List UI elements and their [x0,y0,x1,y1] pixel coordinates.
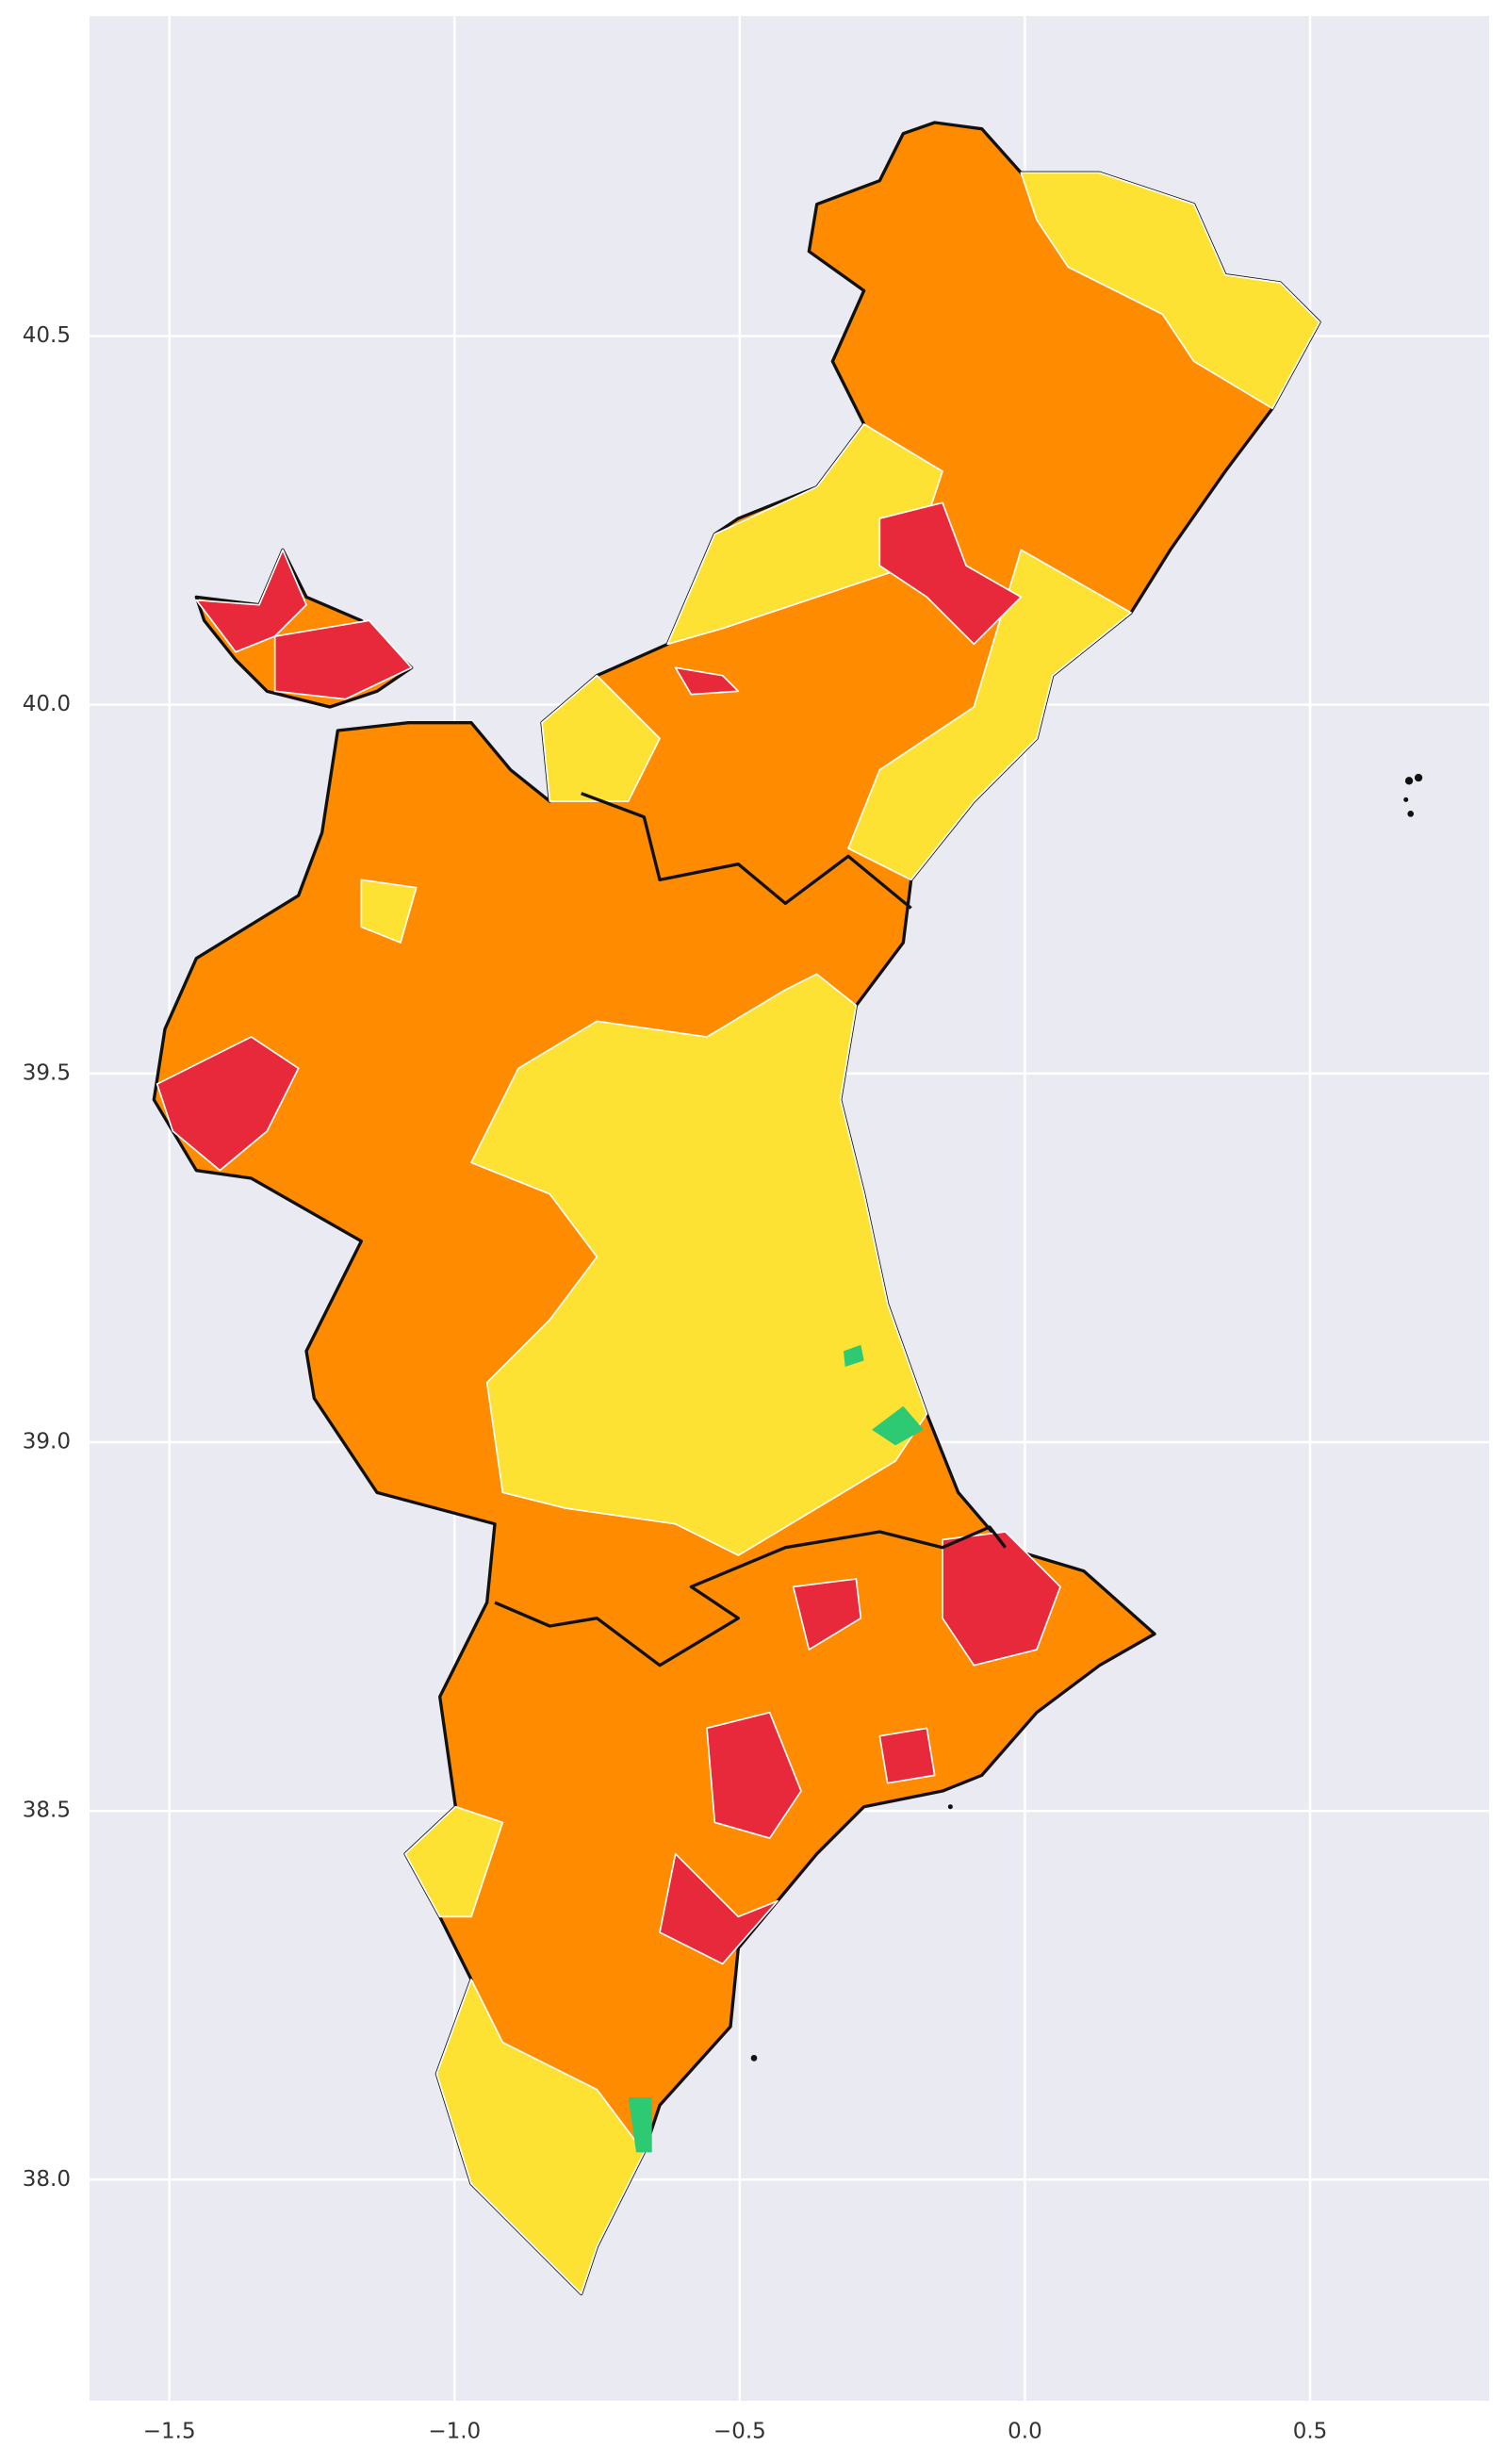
y-tick-label: 38.0 [23,2167,71,2192]
islands [750,773,1423,2062]
y-tick-label: 38.5 [23,1799,71,1823]
x-tick-label: −1.5 [143,2420,196,2444]
y-tick-label: 39.5 [23,1060,71,1085]
x-tick-label: 0.0 [1008,2420,1042,2444]
choropleth-map [152,121,1423,2296]
x-tick-label: 0.5 [1293,2420,1328,2444]
x-tick-label: −0.5 [713,2420,766,2444]
green-areas [628,1344,925,2153]
red-areas [156,501,1061,1965]
x-tick-label: −1.0 [428,2420,481,2444]
province-borders [494,792,1008,1667]
y-tick-label: 40.5 [23,323,71,348]
y-tick-label: 40.0 [23,692,71,716]
yellow-areas [360,172,1320,2295]
y-tick-label: 39.0 [23,1429,71,1454]
